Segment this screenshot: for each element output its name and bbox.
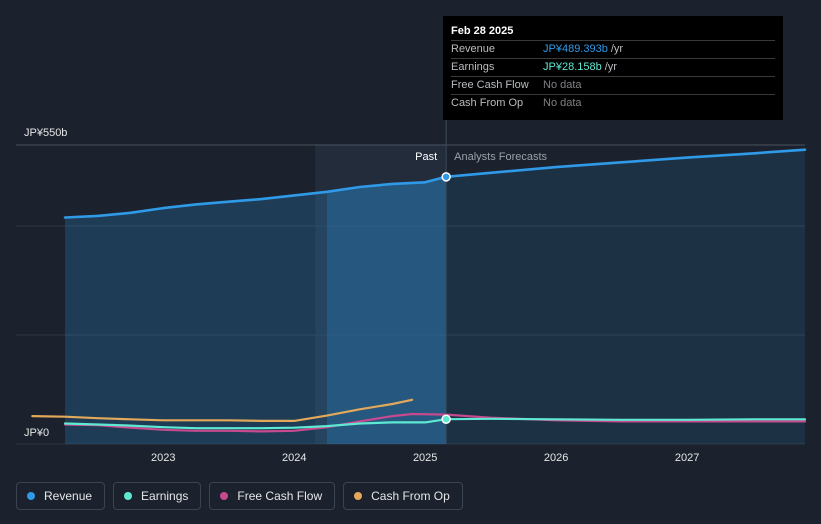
tooltip-value: JP¥489.393b xyxy=(543,43,608,55)
tooltip-date: Feb 28 2025 xyxy=(451,25,514,37)
legend-item-revenue[interactable]: Revenue xyxy=(16,482,106,510)
tooltip-row-revenue: Revenue JP¥489.393b /yr xyxy=(451,40,775,58)
y-tick-label: JP¥550b xyxy=(24,127,67,139)
tooltip-value: No data xyxy=(543,79,582,91)
tooltip-label: Cash From Op xyxy=(451,97,524,109)
legend-item-cash-from-op[interactable]: Cash From Op xyxy=(343,482,463,510)
x-tick-label: 2023 xyxy=(151,452,175,464)
tooltip-label: Earnings xyxy=(451,61,495,73)
series-line-earnings xyxy=(63,417,807,430)
x-tick-label: 2026 xyxy=(544,452,568,464)
legend-label: Revenue xyxy=(44,489,93,503)
legend-dot-icon xyxy=(124,492,133,500)
revenue-area-highlight xyxy=(327,176,447,444)
x-tick-label: 2025 xyxy=(413,452,437,464)
tooltip-value: No data xyxy=(543,97,582,109)
series-line-cash-from-op xyxy=(31,398,414,422)
forecast-label: Analysts Forecasts xyxy=(454,151,547,163)
revenue-marker xyxy=(441,172,451,182)
tooltip-row-free-cash-flow: Free Cash Flow No data xyxy=(451,76,775,94)
legend-dot-icon xyxy=(27,492,35,500)
x-tick-label: 2027 xyxy=(675,452,699,464)
x-tick-label: 2024 xyxy=(282,452,306,464)
revenue-area-past xyxy=(65,176,447,445)
tooltip-label: Revenue xyxy=(451,43,496,55)
tooltip-row-earnings: Earnings JP¥28.158b /yr xyxy=(451,58,775,76)
legend: Revenue Earnings Free Cash Flow Cash Fro… xyxy=(16,482,463,510)
earnings-marker xyxy=(441,414,451,424)
series-line-revenue xyxy=(63,148,807,219)
tooltip-unit: /yr xyxy=(610,43,624,55)
past-label: Past xyxy=(415,151,437,163)
legend-item-free-cash-flow[interactable]: Free Cash Flow xyxy=(209,482,336,510)
tooltip-row-cash-from-op: Cash From Op No data xyxy=(451,94,775,112)
y-tick-label: JP¥0 xyxy=(24,427,49,439)
legend-item-earnings[interactable]: Earnings xyxy=(113,482,202,510)
legend-dot-icon xyxy=(354,492,363,500)
past-highlight-band xyxy=(315,145,447,444)
revenue-area-forecast xyxy=(446,149,805,444)
tooltip-label: Free Cash Flow xyxy=(451,79,529,91)
legend-label: Cash From Op xyxy=(371,489,450,503)
legend-label: Free Cash Flow xyxy=(237,489,323,503)
tooltip-value: JP¥28.158b xyxy=(543,61,602,73)
series-line-free-cash-flow xyxy=(63,412,807,433)
tooltip-panel: Feb 28 2025 Revenue JP¥489.393b /yr Earn… xyxy=(443,16,783,120)
legend-dot-icon xyxy=(220,492,229,500)
legend-label: Earnings xyxy=(141,489,189,503)
tooltip-unit: /yr xyxy=(604,61,617,73)
